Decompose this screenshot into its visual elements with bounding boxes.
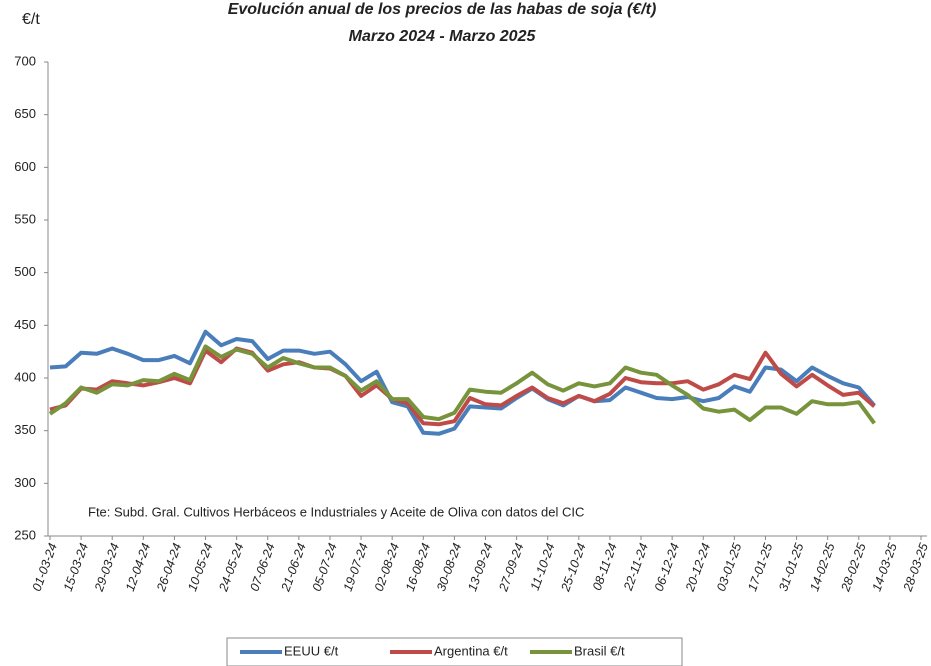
y-tick-label: 650 <box>14 106 36 121</box>
x-tick-label: 13-09-24 <box>465 541 495 593</box>
y-tick-label: 350 <box>14 422 36 437</box>
x-tick-label: 14-02-25 <box>807 541 837 593</box>
x-tick-label: 15-03-24 <box>61 541 91 593</box>
legend-label: Argentina €/t <box>434 643 508 658</box>
x-tick-label: 11-10-24 <box>528 541 558 592</box>
annotation: Fte: Subd. Gral. Cultivos Herbáceos e In… <box>88 504 584 519</box>
chart-subtitle: Marzo 2024 - Marzo 2025 <box>349 28 537 45</box>
x-tick-label: 08-11-24 <box>590 541 620 592</box>
y-tick-label: 450 <box>14 317 36 332</box>
x-tick-label: 27-09-24 <box>496 541 527 594</box>
x-tick-label: 05-07-24 <box>310 541 340 593</box>
x-tick-label: 24-05-24 <box>216 541 247 594</box>
x-tick-label: 14-03-25 <box>870 541 900 593</box>
x-tick-label: 02-08-24 <box>372 541 402 593</box>
y-tick-label: 550 <box>14 211 36 226</box>
series-line <box>49 346 876 427</box>
y-tick-label: 600 <box>14 159 36 174</box>
x-tick-label: 28-02-25 <box>838 541 869 594</box>
x-tick-label: 26-04-24 <box>154 541 185 594</box>
y-tick-label: 700 <box>14 53 36 68</box>
chart-title: Evolución anual de los precios de las ha… <box>228 1 657 18</box>
x-tick-label: 19-07-24 <box>341 541 371 593</box>
x-tick-label: 28-03-25 <box>900 541 931 594</box>
legend-label: EEUU €/t <box>284 643 339 658</box>
x-tick-label: 30-08-24 <box>434 541 464 593</box>
y-axis-label: €/t <box>22 11 40 28</box>
legend-box <box>226 637 683 666</box>
x-tick-label: 29-03-24 <box>92 541 123 594</box>
series-line <box>49 329 876 436</box>
x-tick-label: 07-06-24 <box>247 541 277 593</box>
series-line <box>48 344 876 425</box>
x-tick-label: 31-01-25 <box>776 541 806 593</box>
x-tick-label: 21-06-24 <box>278 541 309 594</box>
x-tick-label: 12-04-24 <box>123 541 153 593</box>
x-tick-label: 06-12-24 <box>652 541 682 593</box>
x-tick-label: 25-10-24 <box>558 541 589 594</box>
y-tick-label: 250 <box>14 527 36 542</box>
y-tick-label: 300 <box>14 475 36 490</box>
legend-label: Brasil €/t <box>574 643 625 658</box>
y-tick-label: 500 <box>14 264 36 279</box>
x-tick-label: 20-12-24 <box>683 541 714 594</box>
x-tick-label: 22-11-24 <box>621 541 651 593</box>
x-tick-label: 03-01-25 <box>714 541 744 593</box>
y-tick-label: 400 <box>14 369 36 384</box>
x-tick-label: 01-03-24 <box>30 541 60 593</box>
x-tick-label: 10-05-24 <box>185 541 215 593</box>
x-tick-label: 17-01-25 <box>745 541 775 593</box>
x-tick-label: 16-08-24 <box>403 541 433 593</box>
